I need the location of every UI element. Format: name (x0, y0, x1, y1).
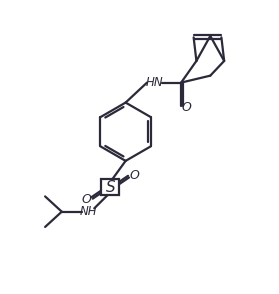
Text: S: S (105, 180, 115, 195)
FancyBboxPatch shape (102, 179, 119, 195)
Text: O: O (129, 169, 139, 182)
Text: O: O (181, 101, 191, 114)
Text: NH: NH (79, 205, 97, 218)
Text: HN: HN (146, 76, 163, 89)
Text: O: O (81, 193, 92, 206)
